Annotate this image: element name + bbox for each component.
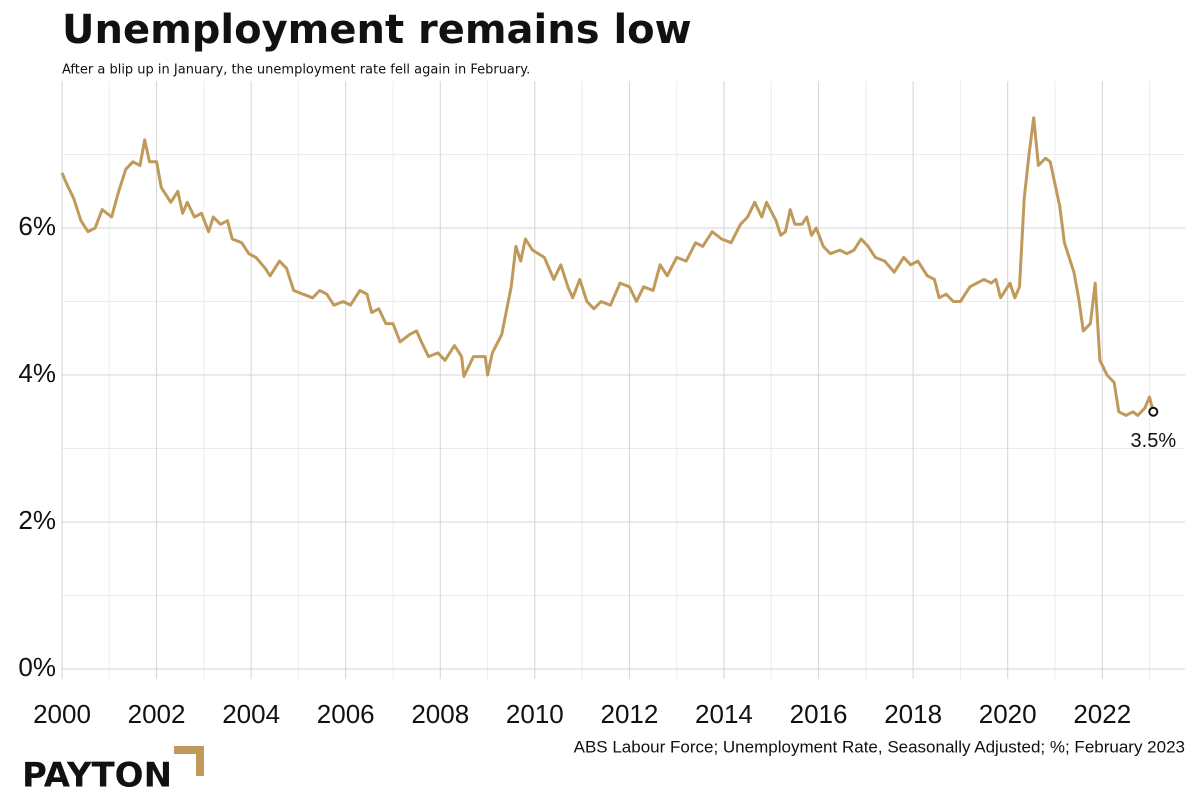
x-tick-label: 2016 — [790, 699, 848, 729]
y-tick-label: 2% — [18, 505, 56, 535]
y-tick-label: 4% — [18, 358, 56, 388]
x-tick-label: 2012 — [600, 699, 658, 729]
x-tick-label: 2010 — [506, 699, 564, 729]
x-tick-label: 2002 — [128, 699, 186, 729]
x-tick-label: 2004 — [222, 699, 280, 729]
chart-title: Unemployment remains low — [62, 7, 692, 53]
y-tick-label: 6% — [18, 211, 56, 241]
logo: PAYTON — [22, 756, 172, 796]
annotation-label: 3.5% — [1131, 430, 1177, 452]
x-tick-label: 2020 — [979, 699, 1037, 729]
data-line — [60, 116, 1155, 417]
annotation-marker — [1148, 406, 1159, 417]
logo-mark — [174, 746, 204, 776]
x-tick-label: 2022 — [1073, 699, 1131, 729]
x-tick-label: 2008 — [411, 699, 469, 729]
x-tick-label: 2006 — [317, 699, 375, 729]
y-tick-label: 0% — [18, 652, 56, 682]
x-tick-label: 2018 — [884, 699, 942, 729]
x-tick-label: 2014 — [695, 699, 753, 729]
source: ABS Labour Force; Unemployment Rate, Sea… — [574, 737, 1185, 756]
x-tick-label: 2000 — [33, 699, 91, 729]
chart-subtitle: After a blip up in January, the unemploy… — [62, 63, 530, 78]
